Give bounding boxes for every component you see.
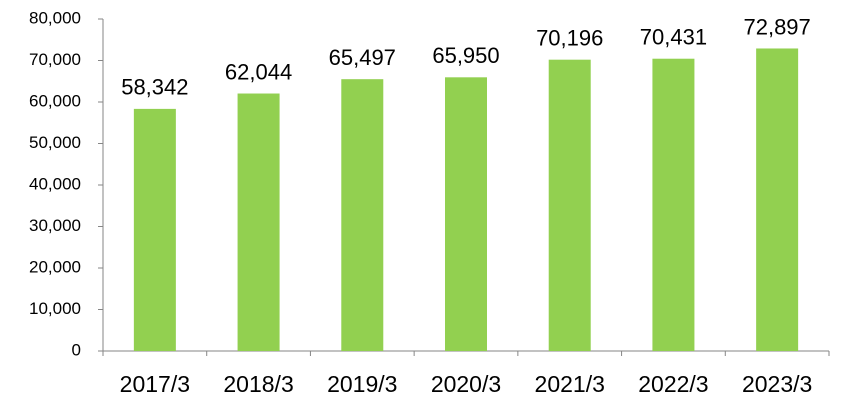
value-label: 70,196 xyxy=(536,25,603,50)
bar xyxy=(237,93,280,352)
x-tick-label: 2023/3 xyxy=(742,371,812,397)
x-tick-label: 2019/3 xyxy=(327,371,397,397)
x-tick-label: 2020/3 xyxy=(431,371,501,397)
bar xyxy=(548,59,591,352)
x-tick-label: 2022/3 xyxy=(638,371,708,397)
value-label: 62,044 xyxy=(225,59,292,84)
bar xyxy=(445,77,487,352)
value-label: 72,897 xyxy=(743,14,810,39)
value-label: 65,497 xyxy=(329,45,396,70)
bar xyxy=(652,58,695,351)
y-tick-label: 70,000 xyxy=(29,50,81,69)
y-tick-label: 0 xyxy=(72,340,81,359)
value-label: 58,342 xyxy=(121,75,188,100)
y-tick-label: 60,000 xyxy=(29,91,81,110)
x-tick-label: 2018/3 xyxy=(223,371,293,397)
x-tick-label: 2021/3 xyxy=(535,371,605,397)
y-tick-label: 30,000 xyxy=(29,216,81,235)
value-label: 65,950 xyxy=(432,43,499,68)
y-tick-label: 20,000 xyxy=(29,257,81,276)
bar xyxy=(133,108,176,351)
y-tick-label: 10,000 xyxy=(29,299,81,318)
bar xyxy=(756,48,799,352)
y-tick-label: 50,000 xyxy=(29,133,81,152)
y-tick-label: 80,000 xyxy=(29,8,81,27)
x-tick-label: 2017/3 xyxy=(120,371,190,397)
bar xyxy=(341,79,384,352)
value-label: 70,431 xyxy=(640,25,707,50)
y-tick-label: 40,000 xyxy=(29,174,81,193)
